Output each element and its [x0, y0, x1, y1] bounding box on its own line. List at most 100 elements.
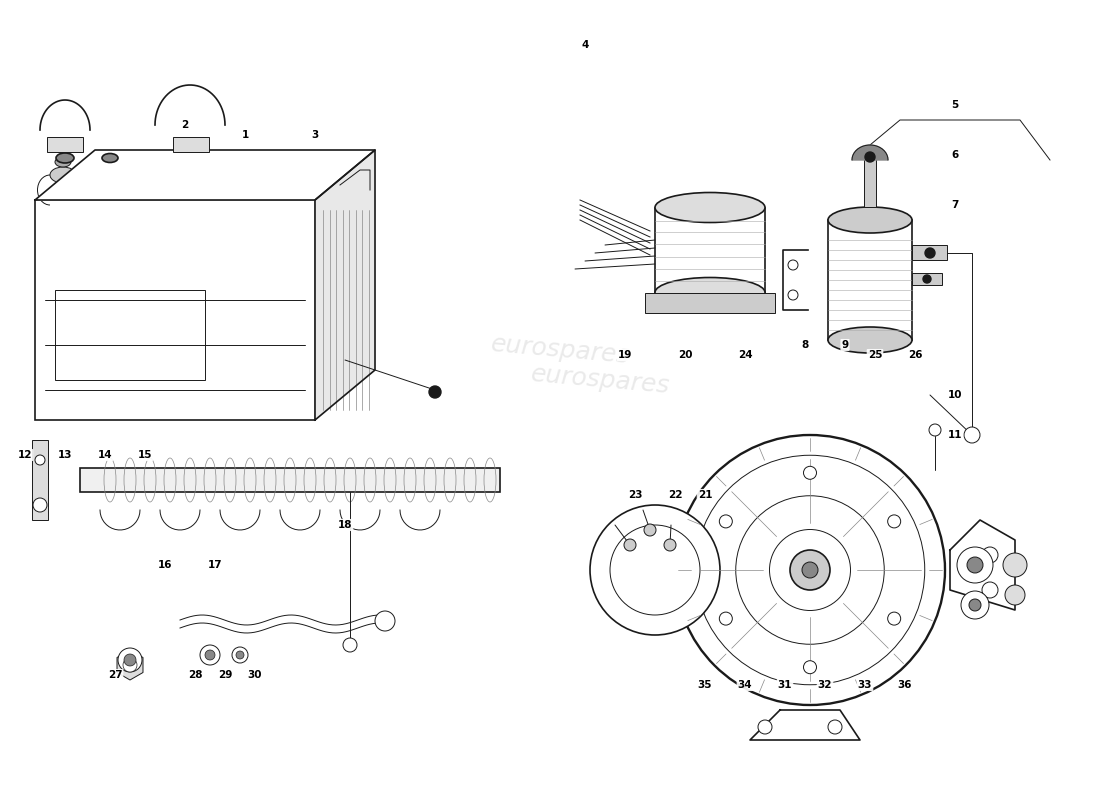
Bar	[912, 273, 942, 285]
Circle shape	[664, 539, 676, 551]
Text: 18: 18	[338, 520, 352, 530]
Text: 12: 12	[18, 450, 32, 460]
Circle shape	[200, 645, 220, 665]
Ellipse shape	[239, 157, 255, 167]
Circle shape	[758, 720, 772, 734]
Text: 4: 4	[581, 40, 589, 50]
Text: 2: 2	[182, 120, 188, 130]
Bar	[35, 200, 315, 420]
Ellipse shape	[675, 435, 945, 705]
Circle shape	[343, 638, 358, 652]
Text: 1: 1	[241, 130, 249, 140]
Circle shape	[802, 562, 818, 578]
Bar	[32, 440, 48, 520]
Circle shape	[982, 582, 998, 598]
Text: 31: 31	[778, 680, 792, 690]
Bar	[828, 220, 912, 340]
Text: 36: 36	[898, 680, 912, 690]
Ellipse shape	[50, 167, 76, 183]
Text: 35: 35	[697, 680, 713, 690]
Ellipse shape	[828, 207, 912, 233]
Polygon shape	[750, 710, 860, 740]
Text: 7: 7	[952, 200, 959, 210]
Text: eurospares: eurospares	[490, 332, 630, 368]
Bar	[55, 290, 205, 380]
Circle shape	[930, 424, 940, 436]
Ellipse shape	[828, 327, 912, 353]
Text: 25: 25	[868, 350, 882, 360]
Text: 28: 28	[188, 670, 202, 680]
Ellipse shape	[56, 153, 74, 163]
Ellipse shape	[654, 278, 764, 307]
Circle shape	[925, 248, 935, 258]
Ellipse shape	[102, 154, 118, 162]
Circle shape	[803, 661, 816, 674]
Text: 22: 22	[668, 490, 682, 500]
Circle shape	[982, 547, 998, 563]
Text: 17: 17	[208, 560, 222, 570]
Text: 33: 33	[858, 680, 872, 690]
Polygon shape	[852, 145, 888, 160]
Ellipse shape	[285, 157, 301, 167]
Circle shape	[1003, 553, 1027, 577]
Circle shape	[124, 654, 136, 666]
Ellipse shape	[280, 167, 306, 183]
Text: 16: 16	[157, 560, 173, 570]
Circle shape	[205, 650, 214, 660]
Circle shape	[964, 427, 980, 443]
Text: 20: 20	[678, 350, 692, 360]
Circle shape	[790, 550, 830, 590]
Text: 14: 14	[98, 450, 112, 460]
Circle shape	[788, 290, 798, 300]
Circle shape	[644, 524, 656, 536]
Circle shape	[236, 651, 244, 659]
Text: 10: 10	[948, 390, 962, 400]
Circle shape	[232, 647, 248, 663]
Circle shape	[865, 152, 874, 162]
Bar	[864, 157, 876, 207]
Circle shape	[967, 557, 983, 573]
Ellipse shape	[654, 193, 764, 222]
Ellipse shape	[192, 157, 209, 167]
Circle shape	[429, 386, 441, 398]
Text: 24: 24	[738, 350, 752, 360]
Circle shape	[957, 547, 993, 583]
Circle shape	[961, 591, 989, 619]
Text: 34: 34	[738, 680, 752, 690]
Ellipse shape	[234, 167, 260, 183]
Circle shape	[719, 612, 733, 625]
Text: 9: 9	[842, 340, 848, 350]
Text: 8: 8	[802, 340, 808, 350]
Circle shape	[624, 539, 636, 551]
Text: 29: 29	[218, 670, 232, 680]
Circle shape	[33, 498, 47, 512]
Text: 15: 15	[138, 450, 152, 460]
Ellipse shape	[590, 505, 720, 635]
Bar	[912, 245, 947, 260]
Text: 26: 26	[908, 350, 922, 360]
Text: 3: 3	[311, 130, 319, 140]
Text: 30: 30	[248, 670, 262, 680]
Text: 27: 27	[108, 670, 122, 680]
Circle shape	[803, 466, 816, 479]
Text: 13: 13	[57, 450, 73, 460]
Bar	[80, 468, 500, 492]
Ellipse shape	[147, 157, 163, 167]
Circle shape	[828, 720, 842, 734]
Circle shape	[888, 612, 901, 625]
Bar	[645, 293, 775, 313]
Text: eurospares: eurospares	[529, 362, 671, 398]
Polygon shape	[315, 150, 375, 420]
Text: 6: 6	[952, 150, 958, 160]
Text: 21: 21	[697, 490, 713, 500]
Circle shape	[35, 455, 45, 465]
Circle shape	[118, 648, 142, 672]
Circle shape	[888, 515, 901, 528]
Ellipse shape	[96, 167, 122, 183]
Polygon shape	[950, 520, 1015, 610]
Text: 5: 5	[952, 100, 958, 110]
Ellipse shape	[142, 167, 168, 183]
Circle shape	[719, 515, 733, 528]
Circle shape	[969, 599, 981, 611]
Bar	[654, 207, 764, 293]
